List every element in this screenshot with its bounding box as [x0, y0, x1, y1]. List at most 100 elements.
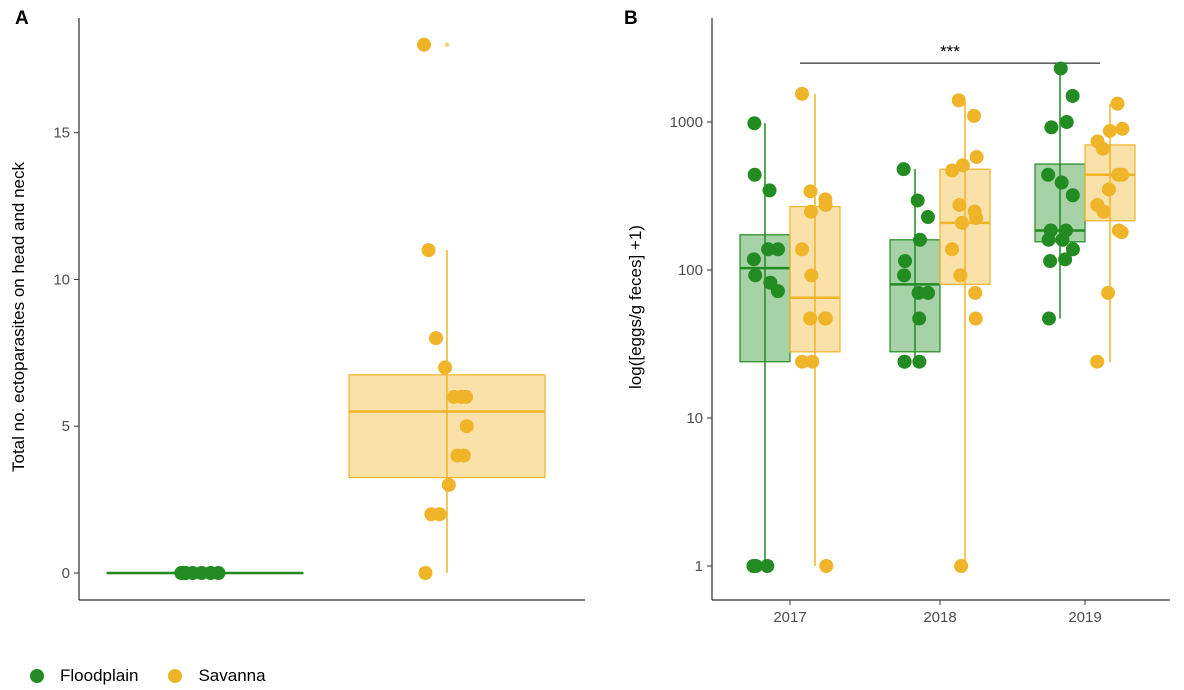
panel-b-point-floodplain	[896, 162, 911, 177]
panel-b-point-floodplain	[1053, 61, 1068, 76]
panel-b-point-savanna	[1115, 121, 1130, 136]
panel-a-y-tick-label: 15	[53, 125, 70, 142]
panel-b-point-floodplain	[1065, 188, 1080, 203]
panel-b-y-tick-label: 10	[686, 410, 703, 427]
panel-b-point-floodplain	[1041, 232, 1056, 247]
panel-a-point-savanna	[450, 448, 465, 463]
panel-b-point-floodplain	[910, 193, 925, 208]
panel-b-point-floodplain	[1041, 311, 1056, 326]
panel-b-point-savanna	[803, 184, 818, 199]
panel-b-point-savanna	[952, 197, 967, 212]
panel-a-y-tick-label: 10	[53, 271, 70, 288]
panel-a-point-savanna	[417, 37, 432, 52]
panel-a-point-floodplain	[211, 566, 226, 580]
panel-b-point-savanna	[795, 86, 810, 101]
panel-b-point-floodplain	[747, 116, 762, 131]
panel-b-point-savanna	[1115, 167, 1130, 182]
panel-b-point-savanna	[954, 559, 969, 573]
panel-b-point-savanna	[805, 354, 820, 369]
panel-b-point-floodplain	[912, 354, 927, 369]
panel-a-box-savanna	[348, 374, 546, 479]
panel-b-point-savanna	[945, 242, 960, 257]
panel-b-point-savanna	[819, 559, 834, 573]
panel-b-point-savanna	[955, 158, 970, 173]
panel-b-point-floodplain	[912, 232, 927, 247]
panel-b-point-savanna	[803, 204, 818, 219]
panel-b-point-floodplain	[747, 167, 762, 182]
panel-b-point-savanna	[1110, 96, 1125, 111]
panel-b-point-savanna	[795, 354, 810, 369]
legend-label-savanna: Savanna	[198, 666, 266, 685]
panel-a-label: A	[15, 8, 29, 29]
legend-item-savanna: Savanna	[168, 666, 266, 686]
panel-b-point-floodplain	[1041, 167, 1056, 182]
panel-b-label: B	[624, 8, 638, 29]
panel-b-point-floodplain	[1059, 115, 1074, 129]
panel-b-point-savanna	[803, 311, 818, 326]
panel-b-point-savanna	[969, 150, 984, 165]
panel-b-point-savanna	[968, 285, 983, 300]
legend: Floodplain Savanna	[30, 666, 296, 686]
panel-a-point-savanna	[459, 419, 474, 434]
panel-b-point-floodplain	[1065, 88, 1080, 103]
panel-b-point-floodplain	[748, 559, 763, 573]
panel-b-point-savanna	[818, 311, 833, 326]
panel-b-point-floodplain	[762, 183, 777, 198]
panel-b-x-tick-label: 2018	[923, 609, 956, 626]
panel-b-y-axis-title: log([eggs/g feces] +1)	[626, 225, 645, 389]
panel-b-point-savanna	[951, 93, 966, 108]
panel-b-point-floodplain	[1065, 242, 1080, 257]
panel-b-point-floodplain	[920, 210, 935, 225]
panel-a-point-savanna	[438, 360, 453, 375]
panel-b-point-floodplain	[1044, 120, 1059, 135]
legend-label-floodplain: Floodplain	[60, 666, 139, 685]
panel-b-point-savanna	[795, 242, 810, 257]
panel-b-point-savanna	[953, 268, 968, 283]
panel-a-point-savanna	[421, 243, 436, 258]
panel-b-x-tick-label: 2017	[773, 609, 806, 626]
panel-b-point-savanna	[1114, 225, 1129, 240]
panel-b-point-floodplain	[748, 268, 763, 283]
panel-b-point-floodplain	[1055, 232, 1070, 247]
panel-b-point-floodplain	[1058, 252, 1073, 267]
panel-b-x-tick-label: 2019	[1068, 609, 1101, 626]
panel-b-point-floodplain	[746, 252, 761, 267]
panel-b-point-floodplain	[1054, 175, 1069, 190]
panel-a-y-tick-label: 5	[62, 418, 70, 435]
panel-b-point-floodplain	[761, 242, 776, 257]
panel-b-y-tick-label: 1000	[670, 114, 703, 131]
legend-item-floodplain: Floodplain	[30, 666, 138, 686]
panel-a-point-savanna	[459, 389, 474, 404]
panel-b-point-savanna	[1102, 123, 1117, 138]
panel-b-point-savanna	[968, 311, 983, 326]
panel-a-point-savanna	[441, 477, 456, 492]
panel-b-point-floodplain	[912, 311, 927, 326]
legend-marker-floodplain	[30, 669, 44, 683]
panel-b-point-floodplain	[760, 559, 775, 573]
panel-b-point-floodplain	[897, 354, 912, 369]
panel-b-point-floodplain	[920, 285, 935, 300]
panel-b-point-savanna	[1096, 204, 1111, 219]
panel-b-point-savanna	[1101, 285, 1116, 300]
panel-b-point-savanna	[967, 108, 982, 123]
panel-b-point-savanna	[1090, 354, 1105, 369]
panel-a-point-savanna	[418, 566, 433, 580]
panel-b-point-savanna	[804, 268, 819, 283]
panel-b-point-floodplain	[897, 268, 912, 283]
panel-b-point-floodplain	[770, 242, 785, 257]
panel-b-y-tick-label: 100	[678, 262, 703, 279]
panel-b-point-floodplain	[898, 254, 913, 269]
panel-a-point-savanna	[429, 331, 444, 346]
panel-b-significance-label: ***	[940, 42, 960, 61]
panel-b-point-floodplain	[770, 284, 785, 299]
panel-b-point-savanna	[945, 163, 960, 178]
panel-a-y-axis-title: Total no. ectoparasites on head and neck	[9, 162, 28, 472]
legend-marker-savanna	[168, 669, 183, 683]
panel-b-point-floodplain	[1043, 254, 1058, 269]
panel-b-point-savanna	[1095, 141, 1110, 156]
panel-b-point-savanna	[969, 210, 984, 225]
panel-b-point-savanna	[818, 197, 833, 212]
panel-b-point-savanna	[1101, 182, 1116, 197]
panel-b-point-savanna	[954, 215, 969, 230]
